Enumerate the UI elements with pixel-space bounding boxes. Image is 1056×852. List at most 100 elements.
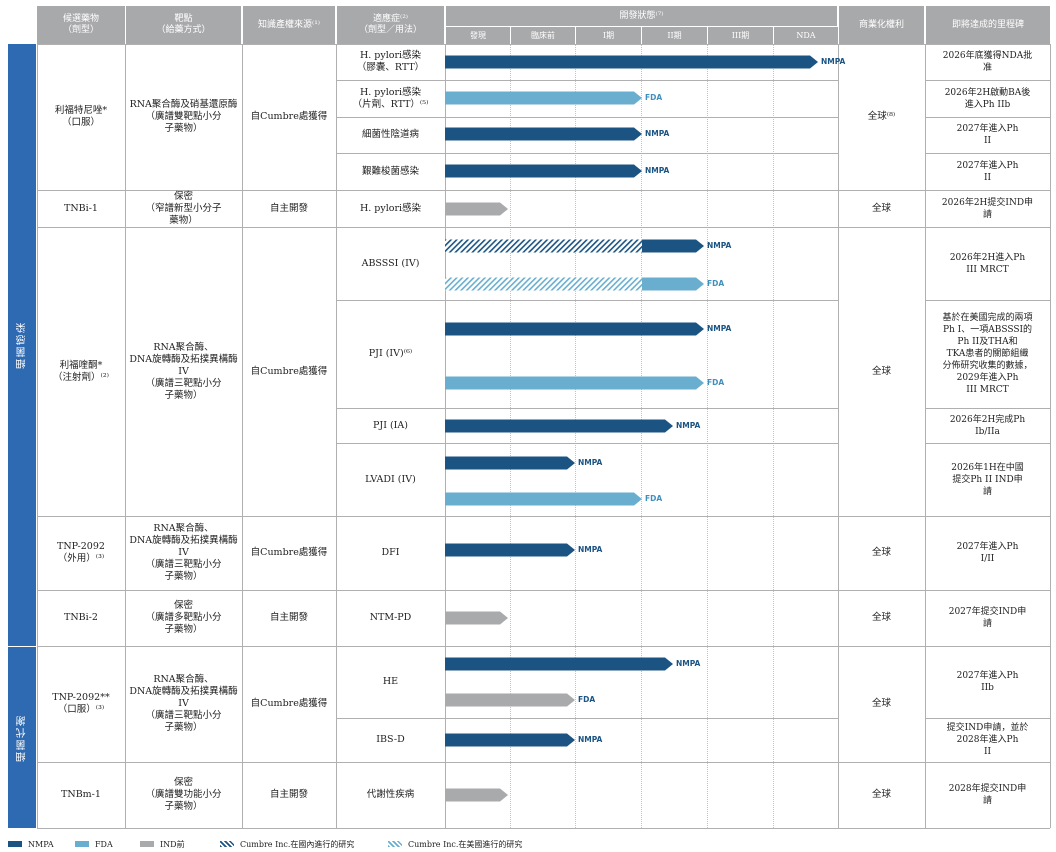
target-mechanism: RNA聚合酶、 DNA旋轉酶及拓撲異構酶IV （廣譜三靶點小分 子藥物） — [129, 227, 238, 516]
text-line: 2027年進入Ph — [956, 160, 1019, 171]
indication: IBS-D — [338, 718, 443, 762]
text-line: 准 — [982, 63, 992, 73]
text-line: （廣譜三靶點小分 — [145, 377, 222, 389]
indication: H. pylori感染 — [338, 190, 443, 227]
milestone: 2027年提交IND申請 — [929, 590, 1046, 646]
column-line — [37, 44, 38, 828]
ip-source: 自主開發 — [269, 202, 308, 214]
milestone: 基於在美國完成的兩項 Ph I、一項ABSSSI的 Ph II及THA和 TKA患者的… — [929, 300, 1046, 408]
progress-bar — [445, 127, 642, 141]
commercial-rights: 全球 — [871, 698, 891, 709]
indication: PJI (IV)⁽⁶⁾ — [338, 300, 443, 408]
bar-label: NMPA — [645, 166, 670, 175]
ip-source: 自主開發 — [269, 789, 308, 800]
row-line — [925, 227, 1050, 228]
row-line — [925, 190, 1050, 191]
row-line — [336, 443, 838, 444]
text-line: 代謝性疾病 — [366, 789, 415, 800]
text-line: （片劑、RTT）⁽⁵⁾ — [352, 98, 429, 110]
milestone: 2026年2H啟動BA後 進入Ph IIb — [929, 80, 1046, 117]
legend-swatch — [75, 841, 89, 847]
text-line: II — [983, 136, 992, 146]
bar-label: NMPA — [645, 129, 670, 138]
bar-solid-segment — [445, 202, 508, 216]
text-line: H. pylori感染 — [359, 50, 422, 61]
text-line: PJI (IA) — [373, 419, 408, 431]
bar-label: NMPA — [578, 458, 603, 467]
progress-bar — [445, 239, 704, 253]
ip-source: 自Cumbre處獲得 — [250, 365, 328, 377]
indication: NTM-PD — [338, 590, 443, 646]
column-line — [838, 44, 839, 828]
milestone: 2027年進入Ph II — [929, 117, 1046, 153]
text-line: 2028年進入Ph — [956, 735, 1019, 745]
bar-label: NMPA — [676, 659, 701, 668]
row-line — [925, 153, 1050, 154]
header-status: 開發狀態⁽⁷⁾ — [446, 6, 837, 26]
column-line — [1050, 44, 1051, 828]
progress-bar — [445, 419, 673, 433]
indication: ABSSSI (IV) — [338, 227, 443, 300]
text-line: 細菌性陰道病 — [361, 129, 419, 140]
header-stage: NDA — [774, 27, 838, 44]
text-line: 基於在美國完成的兩項 — [942, 313, 1033, 323]
text-line: 分佈研究收集的數據， — [942, 361, 1033, 371]
legend-swatch — [220, 841, 234, 847]
text-line: 子藥物） — [164, 123, 203, 134]
section-metabolism: 細菌代謝 — [8, 647, 36, 828]
bar-solid-segment — [445, 127, 642, 141]
text-line: LVADI (IV) — [365, 473, 416, 485]
text-line: 候選藥物 — [62, 14, 99, 24]
progress-bar — [445, 733, 575, 747]
bar-solid-segment — [445, 419, 673, 433]
text-line: 2026年2H完成Ph — [949, 414, 1026, 425]
progress-bar — [445, 322, 704, 336]
progress-bar — [445, 277, 704, 291]
header-milestone: 即將達成的里程碑 — [926, 6, 1050, 44]
text-line: （廣譜三靶點小分 — [145, 559, 222, 570]
row-line — [925, 516, 1050, 517]
milestone: 2026年2H提交IND申請 — [929, 190, 1046, 227]
text-line: 子藥物） — [164, 571, 203, 582]
text-line: Ph II及THA和 — [957, 337, 1018, 347]
ip-source: 自Cumbre處獲得 — [250, 547, 328, 558]
text-line: （口服）⁽³⁾ — [57, 704, 105, 715]
row-line — [336, 80, 838, 81]
stage-gridline — [707, 44, 708, 828]
text-line: RNA聚合酶、 — [153, 341, 214, 353]
legend-item: NMPA — [8, 838, 54, 850]
legend-swatch — [140, 841, 154, 847]
text-line: IIb — [981, 683, 994, 693]
row-line — [336, 153, 838, 154]
candidate-name: 利福特尼唑* （口服） — [37, 44, 125, 190]
ip-source: 自主開發 — [269, 612, 308, 623]
text-line: TNBi-1 — [64, 202, 98, 214]
row-line — [336, 828, 838, 829]
row-line — [336, 190, 838, 191]
text-line: DNA旋轉酶及拓撲異構酶IV — [129, 686, 238, 709]
bar-label: FDA — [707, 279, 725, 288]
text-line: （注射劑）⁽²⁾ — [53, 371, 109, 383]
bar-label: FDA — [645, 93, 663, 102]
text-line: 提交Ph II IND申 — [952, 474, 1023, 485]
progress-bar — [445, 456, 575, 470]
progress-bar — [445, 693, 575, 707]
row-line — [925, 762, 1050, 763]
target-mechanism: RNA聚合酶、 DNA旋轉酶及拓撲異構酶IV （廣譜三靶點小分 子藥物） — [129, 646, 238, 762]
text-line: III MRCT — [966, 385, 1009, 395]
indication: 代謝性疾病 — [338, 762, 443, 828]
bar-solid-segment — [642, 277, 704, 291]
text-line: （劑型） — [62, 25, 99, 35]
legend-swatch — [388, 841, 402, 847]
commercial-rights: 全球 — [871, 612, 891, 623]
text-line: 2027年進入Ph — [956, 124, 1019, 134]
text-line: 子藥物） — [164, 624, 203, 635]
indication: H. pylori感染 （膠囊、RTT） — [338, 44, 443, 80]
text-line: 2027年進入Ph — [956, 671, 1019, 681]
text-line: 2026年底獲得NDA批 — [942, 51, 1033, 61]
text-line: III MRCT — [966, 264, 1009, 275]
target-mechanism: RNA聚合酶、 DNA旋轉酶及拓撲異構酶IV （廣譜三靶點小分 子藥物） — [129, 516, 238, 590]
text-line: 保密 — [173, 190, 193, 202]
text-line: TNP-2092 — [57, 541, 105, 552]
text-line: IBS-D — [376, 734, 405, 745]
